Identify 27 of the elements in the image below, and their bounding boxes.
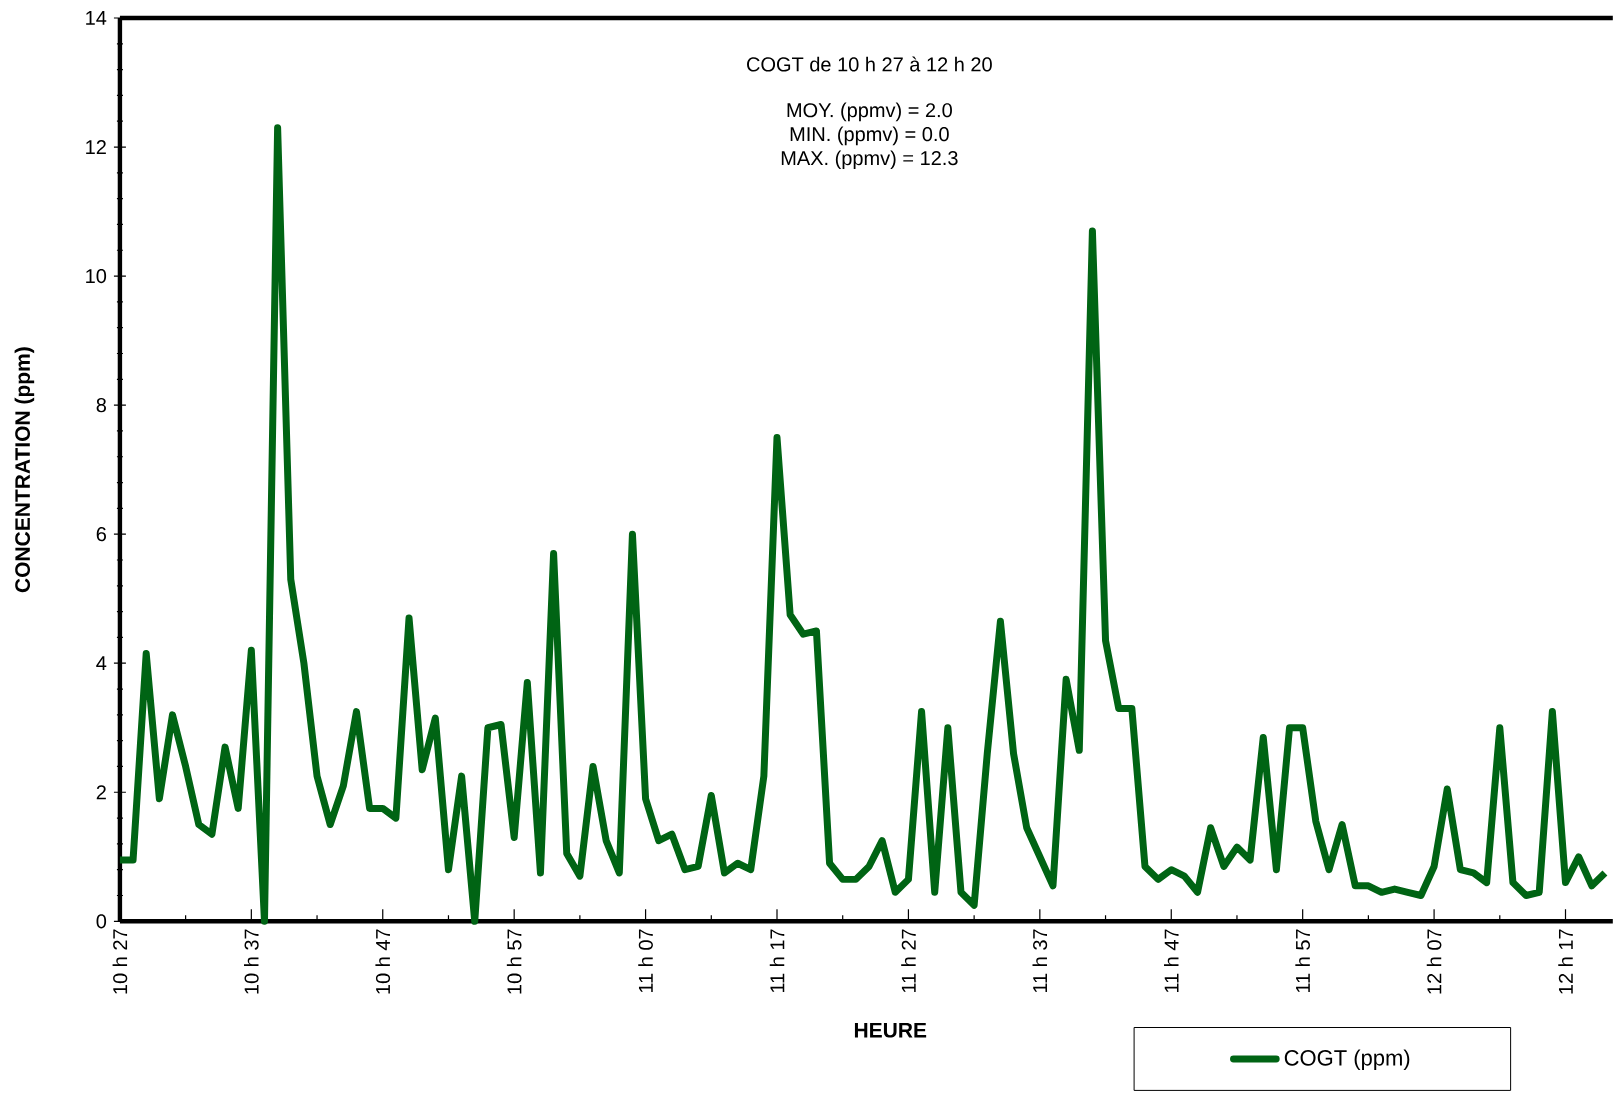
annotation: MOY. (ppmv) = 2.0: [787, 102, 952, 122]
x-axis-title: HEURE: [854, 1022, 927, 1038]
x-tick-label: 10 h 37: [244, 929, 259, 994]
legend-label: COGT (ppm): [1284, 1049, 1410, 1070]
x-tick-label: 11 h 57: [1295, 929, 1310, 992]
x-tick-label: 11 h 07: [638, 929, 653, 992]
annotation: MAX. (ppmv) = 12.3: [781, 150, 958, 170]
y-tick-label: 14: [86, 11, 107, 25]
x-tick-label: 11 h 37: [1032, 929, 1048, 992]
x-tick-label: 11 h 47: [1164, 929, 1179, 992]
y-tick-label: 10: [86, 268, 107, 284]
y-tick-label: 6: [96, 527, 106, 542]
y-tick-label: 0: [96, 914, 107, 929]
annotation: COGT de 10 h 27 à 12 h 20: [747, 56, 992, 72]
y-tick-label: 8: [96, 397, 106, 413]
x-tick-label: 10 h 57: [506, 929, 522, 994]
x-tick-label: 10 h 27: [112, 929, 128, 994]
y-tick-label: 12: [86, 139, 106, 154]
x-tick-label: 12 h 17: [1558, 929, 1573, 994]
y-tick-label: 2: [96, 785, 106, 800]
x-tick-label: 12 h 07: [1426, 929, 1442, 994]
y-axis-title: CONCENTRATION (ppm): [14, 347, 35, 593]
y-tick-label: 4: [96, 656, 107, 671]
annotation: MIN. (ppmv) = 0.0: [790, 126, 949, 146]
x-tick-label: 10 h 47: [375, 929, 391, 994]
x-tick-label: 11 h 17: [769, 929, 785, 992]
x-tick-label: 11 h 27: [901, 929, 916, 992]
